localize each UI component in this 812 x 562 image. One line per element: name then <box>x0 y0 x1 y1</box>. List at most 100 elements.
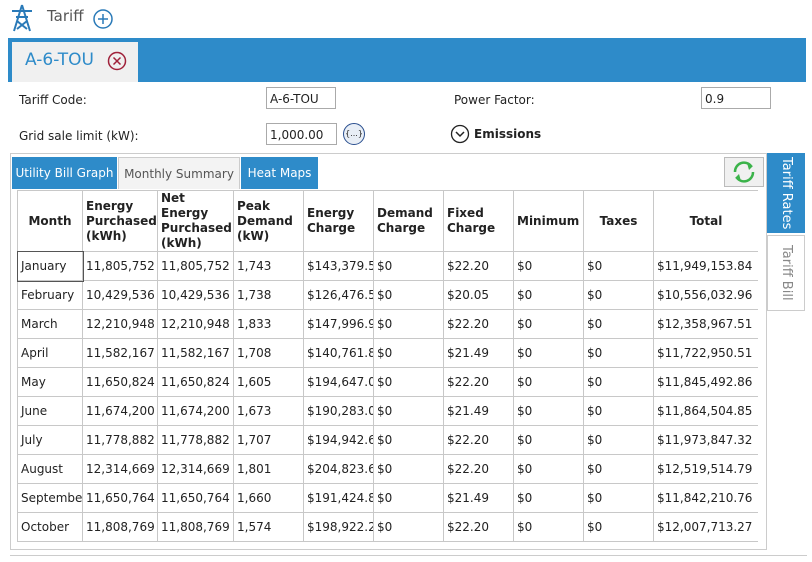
data-row: July11,778,88211,778,8821,707$194,942.68… <box>17 425 758 455</box>
cell: $0 <box>583 396 654 426</box>
cell: 11,805,752 <box>82 251 158 281</box>
refresh-button[interactable] <box>724 157 764 187</box>
tariff-icon <box>12 4 32 32</box>
cell: $0 <box>373 251 444 281</box>
cell: $0 <box>583 483 654 513</box>
data-row: March12,210,94812,210,9481,833$147,996.9… <box>17 309 758 339</box>
cell: $0 <box>583 512 654 542</box>
cell: 11,650,824 <box>82 367 158 397</box>
cell: $190,283.00 <box>303 396 374 426</box>
cell: 12,210,948 <box>157 309 234 339</box>
cell: $0 <box>373 396 444 426</box>
column-header: Minimum <box>513 190 584 252</box>
cell: $22.20 <box>443 512 514 542</box>
cell: $0 <box>583 367 654 397</box>
cell: 11,582,167 <box>82 338 158 368</box>
cell: $11,722,950.51 <box>653 338 758 368</box>
side-tab[interactable]: Tariff Bill <box>767 235 805 311</box>
cell: 11,650,764 <box>157 483 234 513</box>
cell: $21.49 <box>443 338 514 368</box>
cell: $0 <box>373 309 444 339</box>
subtab[interactable]: Heat Maps <box>241 157 318 189</box>
cell: $198,922.25 <box>303 512 374 542</box>
divider <box>10 555 807 556</box>
cell: $0 <box>583 309 654 339</box>
header-row: Month Energy Purchased (kWh) Net Energy Pu… <box>17 190 758 252</box>
label: Tariff Code: <box>19 93 87 107</box>
cell: $12,007,713.27 <box>653 512 758 542</box>
column-header: Fixed Charge <box>443 190 514 252</box>
cell: $143,379.59 <box>303 251 374 281</box>
column-header: Energy Charge <box>303 190 374 252</box>
cell: April <box>17 338 83 368</box>
cell: $194,942.68 <box>303 425 374 455</box>
cell: $0 <box>513 367 584 397</box>
label: Grid sale limit (kW): <box>19 129 139 143</box>
cell: July <box>17 425 83 455</box>
emissions-toggle[interactable] <box>450 124 470 144</box>
cell: 1,660 <box>233 483 304 513</box>
cell: $0 <box>583 280 654 310</box>
cell: 1,708 <box>233 338 304 368</box>
cell: $11,845,492.86 <box>653 367 758 397</box>
data-row: April11,582,16711,582,1671,708$140,761.8… <box>17 338 758 368</box>
grid-sale-limit-input[interactable]: 1,000.00 <box>266 123 337 145</box>
cell: 12,210,948 <box>82 309 158 339</box>
cell: $10,556,032.96 <box>653 280 758 310</box>
cell: $0 <box>583 425 654 455</box>
cell: $0 <box>373 367 444 397</box>
column-header: Demand Charge <box>373 190 444 252</box>
column-header: Energy Purchased (kWh) <box>82 190 158 252</box>
cell: October <box>17 512 83 542</box>
cell: August <box>17 454 83 484</box>
side-tab[interactable]: Tariff Rates <box>767 153 805 233</box>
cell: $21.49 <box>443 483 514 513</box>
cell: $0 <box>513 396 584 426</box>
cell: 11,650,824 <box>157 367 234 397</box>
cell: $0 <box>513 425 584 455</box>
cell: $22.20 <box>443 309 514 339</box>
edit-button[interactable]: {...} <box>343 123 365 145</box>
cell: $194,647.07 <box>303 367 374 397</box>
panel <box>10 153 767 550</box>
cell: $0 <box>583 251 654 281</box>
power-factor-input[interactable]: 0.9 <box>701 87 771 109</box>
column-header: Net Energy Purchased (kWh) <box>157 190 234 252</box>
cell: 10,429,536 <box>157 280 234 310</box>
cell: $0 <box>373 483 444 513</box>
tariff-code-input[interactable]: A-6-TOU <box>266 87 336 109</box>
cell: 1,574 <box>233 512 304 542</box>
close-tab[interactable] <box>106 50 128 72</box>
data-row: June11,674,20011,674,2001,673$190,283.00… <box>17 396 758 426</box>
cell: 1,738 <box>233 280 304 310</box>
cell: 11,808,769 <box>157 512 234 542</box>
cell: $0 <box>373 425 444 455</box>
cell: $0 <box>373 512 444 542</box>
cell: $12,519,514.79 <box>653 454 758 484</box>
cell: 12,314,669 <box>82 454 158 484</box>
cell: $204,823.60 <box>303 454 374 484</box>
summary-table: Month Energy Purchased (kWh) Net Energy Pu… <box>17 190 758 542</box>
column-header: Month <box>17 190 83 252</box>
cell: 1,801 <box>233 454 304 484</box>
tariff-tab[interactable]: A-6-TOU <box>12 42 138 82</box>
cell: $11,864,504.85 <box>653 396 758 426</box>
add-button[interactable] <box>92 8 114 30</box>
cell: 11,650,764 <box>82 483 158 513</box>
cell: May <box>17 367 83 397</box>
cell: $0 <box>513 512 584 542</box>
cell: $0 <box>513 309 584 339</box>
cell: March <box>17 309 83 339</box>
subtab-active[interactable]: Monthly Summary <box>118 157 240 189</box>
cell: $12,358,967.51 <box>653 309 758 339</box>
refresh-icon <box>733 161 755 183</box>
subtab[interactable]: Utility Bill Graph <box>12 157 117 189</box>
cell: $191,424.87 <box>303 483 374 513</box>
cell: 11,805,752 <box>157 251 234 281</box>
tab-label: A-6-TOU <box>25 50 94 70</box>
cell: $22.20 <box>443 454 514 484</box>
cell: $0 <box>513 338 584 368</box>
cell: $22.20 <box>443 251 514 281</box>
cell: February <box>17 280 83 310</box>
